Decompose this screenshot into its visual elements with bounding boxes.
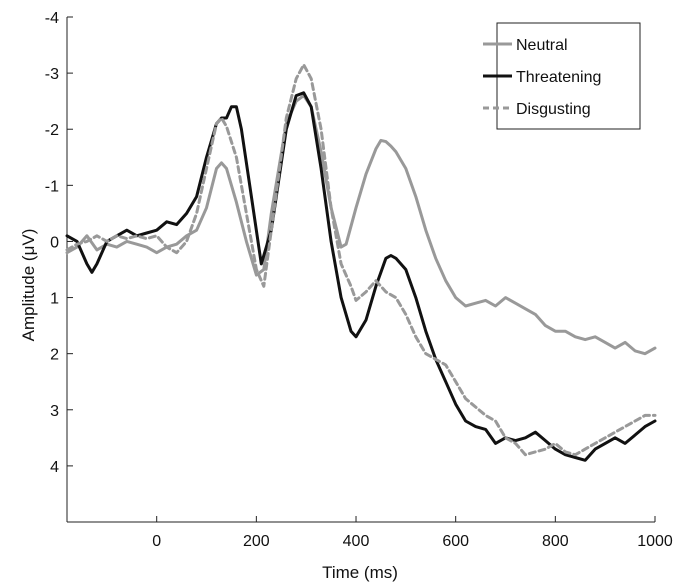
y-tick-label: 2 — [50, 347, 59, 364]
y-tick-label: -1 — [45, 178, 59, 195]
y-tick-label: -2 — [45, 122, 59, 139]
legend-label-neutral: Neutral — [516, 37, 568, 54]
y-tick-label: -3 — [45, 66, 59, 83]
y-tick-label: 1 — [50, 291, 59, 308]
x-tick-label: 600 — [442, 533, 469, 550]
x-tick-label: 400 — [343, 533, 370, 550]
y-tick-label: 0 — [50, 234, 59, 251]
x-tick-label: 800 — [542, 533, 569, 550]
legend-item-neutral: Neutral — [483, 37, 568, 54]
y-tick-label: -4 — [45, 10, 59, 27]
y-tick-label: 3 — [50, 403, 59, 420]
x-axis-label: Time (ms) — [322, 563, 398, 582]
y-tick-label: 4 — [50, 459, 59, 476]
y-axis-ticks: -4 -3 -2 -1 0 1 2 3 4 — [45, 10, 73, 476]
legend: Neutral Threatening Disgusting — [483, 22, 641, 130]
legend-item-disgusting: Disgusting — [483, 101, 591, 118]
series-line-neutral — [65, 94, 657, 356]
legend-box — [496, 22, 641, 130]
legend-label-threatening: Threatening — [516, 69, 601, 86]
series-line-disgusting — [65, 63, 657, 457]
y-axis-label: Amplitude (μV) — [19, 229, 38, 342]
series-line-threatening — [65, 91, 657, 462]
legend-item-threatening: Threatening — [483, 69, 601, 86]
series-layer — [65, 63, 657, 462]
x-tick-label: 1000 — [637, 533, 673, 550]
x-tick-label: 200 — [243, 533, 270, 550]
x-axis-ticks: 0 200 400 600 800 1000 — [152, 516, 673, 550]
legend-label-disgusting: Disgusting — [516, 101, 591, 118]
plot-area — [66, 17, 655, 523]
x-tick-label: 0 — [152, 533, 161, 550]
